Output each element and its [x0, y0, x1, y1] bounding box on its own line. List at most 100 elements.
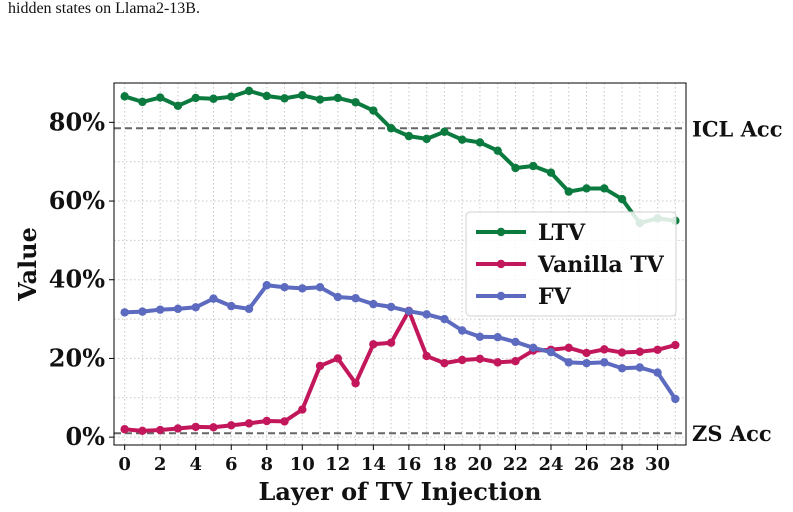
data-point	[671, 394, 680, 404]
data-point	[386, 302, 396, 312]
data-point	[333, 354, 343, 363]
data-point	[582, 184, 591, 193]
data-point	[315, 95, 325, 104]
data-point	[582, 348, 591, 358]
data-point	[546, 347, 556, 357]
data-point	[262, 91, 271, 101]
y-axis-ticks: 0% 20% 40% 60% 80%	[49, 107, 114, 451]
data-point	[315, 361, 325, 371]
data-point	[564, 343, 573, 353]
data-point	[600, 358, 609, 367]
y-tick-label: 60%	[49, 186, 105, 215]
data-point	[440, 127, 449, 136]
x-tick-label: 22	[503, 454, 528, 475]
data-point	[173, 304, 183, 314]
data-point	[280, 283, 289, 292]
series-fv	[120, 281, 680, 404]
data-point	[511, 356, 520, 366]
data-point	[298, 284, 307, 293]
data-point	[529, 343, 538, 353]
x-axis-label: Layer of TV Injection	[258, 477, 541, 506]
data-point	[191, 422, 200, 432]
data-point	[546, 168, 556, 177]
legend-swatch-marker	[496, 291, 506, 301]
x-tick-label: 26	[574, 454, 599, 475]
data-point	[564, 187, 573, 196]
data-point	[529, 161, 538, 171]
data-point	[138, 307, 147, 316]
data-point	[457, 135, 467, 144]
legend-swatch-marker	[496, 227, 506, 237]
legend-swatch-marker	[496, 259, 506, 269]
x-tick-label: 20	[467, 454, 492, 475]
data-point	[138, 426, 147, 436]
data-point	[635, 347, 645, 356]
series-line	[122, 88, 678, 226]
data-point	[155, 93, 165, 102]
y-axis-label: Value	[13, 227, 42, 302]
plot-frame	[113, 82, 687, 446]
data-point	[138, 97, 147, 107]
data-point	[333, 292, 343, 302]
data-point	[120, 92, 129, 101]
data-point	[635, 363, 645, 372]
data-point	[244, 304, 254, 314]
data-point	[351, 98, 360, 107]
data-point	[457, 326, 467, 335]
data-point	[617, 194, 627, 204]
data-point	[173, 101, 183, 111]
data-point	[600, 345, 609, 354]
reference-line-label: ZS Acc	[692, 421, 772, 446]
data-point	[280, 417, 289, 426]
x-tick-label: 0	[118, 454, 131, 475]
legend-box	[465, 211, 677, 317]
x-tick-label: 24	[538, 454, 563, 475]
figure-caption: hidden states on Llama2-13B.	[8, 0, 200, 17]
series-ltv	[120, 86, 680, 228]
data-point	[653, 368, 662, 377]
data-point	[457, 355, 467, 365]
data-point	[191, 93, 200, 103]
data-point	[244, 86, 254, 96]
data-point	[582, 358, 591, 368]
data-point	[493, 332, 502, 342]
data-point	[351, 379, 360, 388]
data-point	[227, 421, 236, 430]
data-point	[617, 364, 627, 373]
data-point	[369, 106, 378, 115]
series-line	[122, 308, 678, 433]
data-point	[404, 131, 414, 141]
data-point	[422, 310, 431, 319]
data-point	[422, 351, 431, 361]
y-tick-label: 20%	[49, 343, 105, 372]
x-axis-ticks: 0 2 4 6 8 10 12 14 16 18 20 22 24 26 28 30	[118, 445, 670, 475]
data-point	[440, 314, 449, 324]
data-point	[227, 92, 236, 101]
data-point	[173, 424, 183, 433]
data-point	[386, 338, 396, 347]
data-point	[262, 416, 271, 426]
x-tick-label: 30	[645, 454, 670, 475]
data-point	[475, 332, 485, 341]
data-point	[671, 340, 680, 350]
data-point	[227, 301, 236, 311]
data-point	[440, 358, 449, 368]
data-point	[155, 305, 165, 314]
data-point	[475, 354, 485, 364]
data-point	[209, 423, 218, 432]
y-tick-label: 40%	[49, 265, 105, 294]
data-point	[493, 358, 502, 367]
data-point	[298, 405, 307, 414]
x-tick-label: 8	[261, 454, 274, 475]
data-point	[351, 294, 360, 303]
data-point	[404, 307, 414, 316]
x-tick-label: 18	[432, 454, 457, 475]
x-tick-label: 4	[189, 454, 202, 475]
data-point	[209, 94, 218, 103]
x-tick-label: 28	[610, 454, 635, 475]
x-tick-label: 14	[361, 454, 386, 475]
data-point	[617, 348, 627, 357]
data-point	[511, 337, 520, 347]
reference-line-labels: ICL Acc ZS Acc	[692, 116, 782, 446]
data-point	[493, 146, 502, 155]
